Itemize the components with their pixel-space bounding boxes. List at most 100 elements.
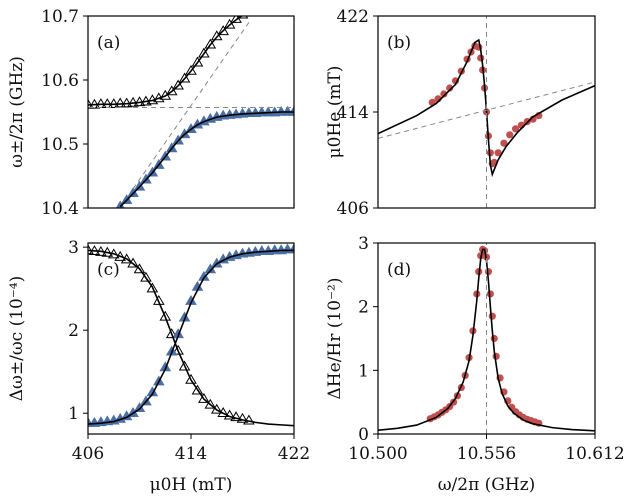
series--he-fit [378,248,595,432]
y-axis-label: ΔHe/Hr (10⁻²) [325,278,345,400]
series--data [88,5,254,109]
data-point [244,5,254,13]
data-point [152,294,165,305]
data-point [88,244,94,255]
data-point [133,263,146,274]
panel-b: 406 414 422 (b) μ0He (mT) [325,7,596,219]
plot-area [378,243,595,434]
y-tick-label: 2 [358,298,369,318]
fit-line [88,16,243,106]
series--fit [88,249,294,427]
fit-line [378,248,595,432]
y-tick-label: 3 [358,234,369,254]
data-point [165,85,178,96]
data-point [191,384,204,395]
data-point [88,98,94,109]
y-tick-label: 10.6 [41,71,79,91]
y-tick-label: 10.7 [41,7,79,27]
x-axis-label: ω/2π (GHz) [438,475,536,495]
x-tick-label: 406 [72,444,104,464]
data-point [172,79,184,90]
y-tick-label: 0 [358,425,369,445]
y-tick-label: 2 [68,321,79,341]
data-point [146,282,159,293]
panel-label: (d) [387,260,411,280]
data-point [236,16,249,19]
series--data [115,105,294,208]
y-tick-label: 1 [68,404,79,424]
data-point [506,131,514,139]
dashed-guide-line [132,22,250,190]
panel-d: 0 1 2 3 10.500 10.556 10.612 (d) ΔHe/Hr (10⁻²) ω/… [325,234,625,495]
data-point [185,64,197,75]
y-tick-label: 10.4 [41,199,79,219]
data-point [492,352,500,360]
x-tick-label: 414 [175,444,207,464]
axes-frame [87,15,295,209]
x-tick-label: 422 [278,444,310,464]
data-point [446,84,454,92]
data-point [490,334,498,343]
panel-label: (a) [97,33,120,53]
y-tick-label: 422 [337,7,369,27]
panel-a: 10.4 10.5 10.6 10.7 (a) ω±/2π (GHz) [7,5,295,219]
data-point [488,312,496,320]
data-point [140,271,152,282]
x-tick-label: 10.556 [457,444,516,464]
data-point [204,398,217,409]
y-axis-label: ω±/2π (GHz) [7,56,27,168]
data-point [185,373,197,384]
series--fit [88,16,243,106]
data-point [178,72,191,83]
data-point [178,360,191,371]
plot-area [378,16,595,208]
data-point [230,411,242,422]
x-axis-label: μ0H (mT) [150,475,233,495]
data-point [511,125,520,133]
series-he-fit [378,38,595,178]
panel-label: (c) [97,260,120,280]
data-point [288,105,294,116]
data-point [204,38,217,49]
series--fit [88,249,294,425]
data-point [198,392,210,403]
panel-c: 1 2 3 406 414 422 (c) Δω±/ωc (10⁻⁴) μ0H (mT) [7,238,310,495]
series--he-data [426,245,543,427]
data-point [500,139,508,147]
data-point [115,200,125,208]
data-point [210,403,223,414]
series--fit [119,111,294,208]
series-dashed-line [378,81,595,139]
fit-line [88,249,294,427]
data-point [243,414,255,425]
y-tick-label: 414 [337,103,369,123]
y-axis-label: Δω±/ωc (10⁻⁴) [7,276,27,402]
data-point [107,98,120,109]
plot-area [88,5,294,208]
data-point [217,25,230,36]
y-tick-label: 406 [337,199,369,219]
data-point [494,149,502,157]
data-point [529,115,537,123]
data-point [198,47,210,58]
fit-line [378,38,595,178]
data-point [440,90,448,98]
y-tick-label: 3 [68,238,79,258]
fit-line [119,111,294,208]
fit-line [88,249,294,425]
data-point [172,344,184,355]
data-point [127,187,139,197]
y-tick-label: 1 [358,361,369,381]
x-tick-label: 10.500 [348,444,407,464]
data-point [114,97,127,108]
panel-label: (b) [387,33,411,53]
y-tick-label: 10.5 [41,135,79,155]
data-point [159,310,172,321]
data-point [191,56,204,67]
x-tick-label: 10.612 [565,444,624,464]
y-axis-label: μ0He (mT) [325,66,345,159]
data-point [236,412,249,423]
series-uncoupled-magnon [132,22,250,190]
data-point [146,386,159,397]
